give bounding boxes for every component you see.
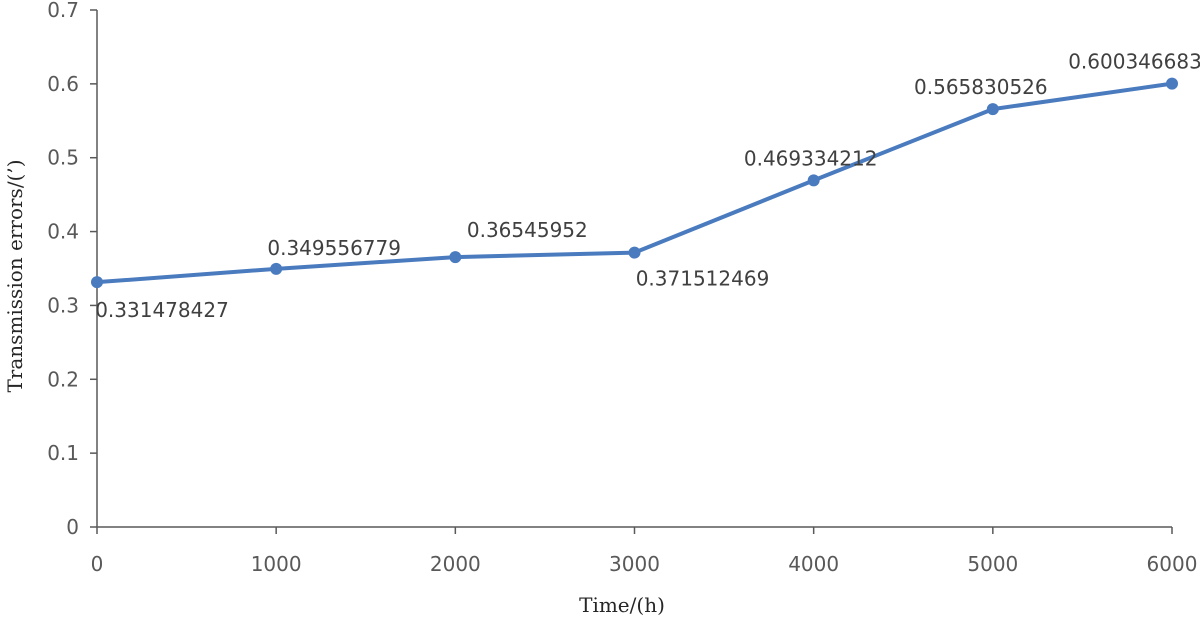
y-tick-label: 0.2 [47,367,79,391]
series-group [91,77,1178,289]
x-tick-label: 3000 [609,552,660,576]
x-axis-ticks: 0 1000 2000 3000 4000 5000 6000 [91,527,1198,576]
y-tick-label: 0.1 [47,441,79,465]
data-label: 0.331478427 [95,298,229,322]
x-axis-title: Time/(h) [579,593,665,617]
y-tick-label: 0.5 [47,146,79,170]
y-axis-title: Transmission errors/(’) [3,159,27,392]
x-tick-label: 6000 [1147,552,1198,576]
data-label: 0.371512469 [636,267,770,291]
data-point [449,251,462,264]
data-point [807,174,820,187]
data-label: 0.349556779 [267,236,401,260]
data-label: 0.600346683 [1068,50,1200,74]
data-label: 0.469334212 [744,146,878,170]
data-labels: 0.331478427 0.349556779 0.36545952 0.371512… [95,50,1200,323]
x-tick-label: 2000 [430,552,481,576]
data-point [1166,77,1178,90]
data-point [270,262,283,275]
data-label: 0.36545952 [467,218,588,242]
y-axis-ticks: 0 0.1 0.2 0.3 0.4 0.5 0.6 0.7 [47,0,97,539]
y-tick-label: 0.7 [47,0,79,22]
x-tick-label: 5000 [967,552,1018,576]
data-label: 0.565830526 [914,75,1048,99]
y-tick-label: 0.4 [47,220,79,244]
x-tick-label: 0 [91,552,104,576]
data-point [986,103,999,116]
x-tick-label: 4000 [788,552,839,576]
y-tick-label: 0 [66,515,79,539]
y-tick-label: 0.6 [47,72,79,96]
x-tick-label: 1000 [251,552,302,576]
data-point [628,246,641,259]
y-tick-label: 0.3 [47,293,79,317]
data-point [91,276,103,289]
